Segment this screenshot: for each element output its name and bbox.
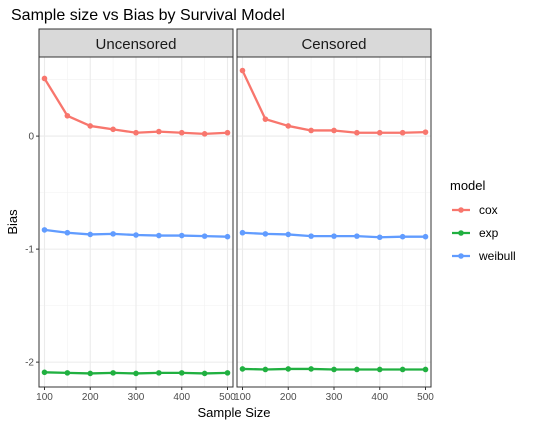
data-point-exp [262,366,269,373]
legend-label: weibull [478,249,516,263]
panel-uncensored: Uncensored 100 200 300 400 500 0 -1 -2 [25,28,236,403]
data-point-cox [178,129,185,136]
data-point-exp [399,366,406,373]
x-tick-label: 400 [371,392,388,403]
data-point-exp [308,366,314,372]
data-point-cox [64,112,71,119]
facet-strip [38,28,234,58]
facet-strip-label: Uncensored [96,36,177,53]
data-point-cox [156,128,162,135]
data-point-weibull [224,233,231,240]
x-tick-label: 400 [173,392,190,403]
x-tick-label: 500 [219,392,236,403]
data-point-cox [354,129,360,136]
data-point-exp [422,366,429,373]
data-point-exp [41,369,48,376]
x-tick-label: 100 [36,392,53,403]
legend-label: exp [479,226,499,240]
legend-item-weibull: weibull [452,249,516,263]
data-point-weibull [156,232,162,239]
legend-key-point [458,253,464,259]
data-point-exp [133,370,139,377]
data-point-exp [64,370,71,376]
data-point-cox [308,127,314,134]
data-point-weibull [110,231,116,237]
legend-title: model [450,178,486,193]
data-point-exp [331,366,337,373]
data-point-cox [41,75,48,82]
data-point-exp [178,370,185,376]
legend-label: cox [479,203,498,217]
data-point-weibull [133,232,139,238]
panels-group: Uncensored 100 200 300 400 500 0 -1 -2 Censored 10… [25,28,434,403]
x-tick-label: 200 [82,392,99,403]
data-point-cox [331,127,337,134]
data-point-exp [285,366,292,372]
x-tick-label: 300 [128,392,145,403]
data-point-weibull [399,233,406,240]
data-point-weibull [201,233,208,239]
data-point-exp [201,370,208,377]
x-tick-label: 500 [417,392,434,403]
data-point-weibull [354,233,360,239]
x-axis-title: Sample Size [198,405,271,420]
data-point-weibull [422,233,429,240]
chart-title: Sample size vs Bias by Survival Model [11,7,285,24]
data-point-cox [201,131,208,137]
legend-item-cox: cox [452,203,498,217]
data-point-weibull [87,231,94,238]
x-tick-label: 200 [280,392,297,403]
legend-item-exp: exp [452,226,499,240]
legend: model cox exp weibull [450,178,516,263]
y-axis-title: Bias [5,209,20,235]
data-point-weibull [64,229,71,236]
data-point-cox [262,116,269,122]
data-point-weibull [239,229,246,236]
legend-key-point [458,230,464,236]
data-point-exp [354,366,360,373]
data-point-cox [422,129,429,135]
facet-strip [236,28,432,58]
data-point-weibull [178,232,185,239]
data-point-cox [376,129,383,136]
data-point-cox [110,126,116,133]
data-point-weibull [331,233,337,239]
data-point-exp [110,370,116,376]
data-point-exp [239,366,246,372]
data-point-weibull [285,231,292,238]
data-point-cox [224,129,231,136]
facet-strip-label: Censored [301,36,366,53]
y-tick-label: -1 [25,245,34,256]
data-point-cox [399,129,406,136]
data-point-cox [285,123,292,129]
data-point-exp [87,370,94,377]
data-point-weibull [376,234,383,241]
data-point-weibull [41,227,48,233]
y-tick-label: -2 [25,358,34,369]
data-point-exp [156,370,162,376]
x-tick-label: 300 [326,392,343,403]
panel-censored: Censored 100 200 300 400 500 [234,28,434,403]
data-point-cox [133,129,139,136]
y-tick-label: 0 [28,132,34,143]
data-point-weibull [262,231,269,237]
legend-key-point [458,207,464,213]
data-point-exp [224,370,231,376]
data-point-cox [239,67,246,74]
data-point-weibull [308,233,314,239]
data-point-cox [87,123,94,129]
x-tick-label: 100 [234,392,251,403]
data-point-exp [376,366,383,373]
